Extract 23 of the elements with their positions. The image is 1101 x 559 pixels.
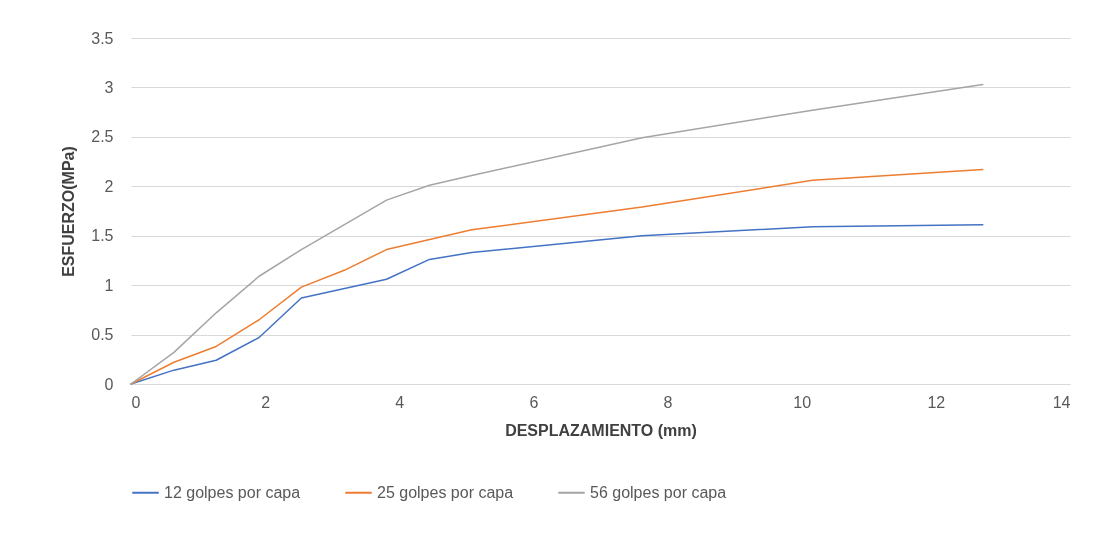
x-axis-title: DESPLAZAMIENTO (mm) — [505, 421, 697, 439]
y-axis-title: ESFUERZO(MPa) — [60, 146, 78, 277]
x-tick-label: 12 — [927, 393, 946, 411]
y-tick-label: 1.5 — [91, 227, 114, 245]
y-tick-label: 0 — [104, 375, 114, 393]
x-tick-label: 2 — [261, 393, 271, 411]
x-tick-label: 4 — [395, 393, 405, 411]
x-tick-label: 10 — [793, 393, 812, 411]
line-series — [130, 168, 984, 385]
legend-label: 12 golpes por capa — [164, 483, 301, 501]
x-tick-label: 0 — [131, 393, 141, 411]
x-tick-label: 8 — [663, 393, 673, 411]
legend-label: 56 golpes por capa — [590, 483, 727, 501]
y-tick-label: 2.5 — [91, 128, 114, 146]
y-tick-label: 0.5 — [91, 326, 114, 344]
y-tick-label: 3 — [104, 78, 114, 96]
y-tick-label: 3.5 — [91, 29, 114, 47]
y-tick-label: 2 — [104, 177, 114, 195]
y-tick-label: 1 — [104, 276, 114, 294]
x-tick-label: 14 — [1052, 393, 1071, 411]
line-series — [130, 83, 984, 385]
x-tick-label: 6 — [529, 393, 539, 411]
legend-label: 25 golpes por capa — [377, 483, 514, 501]
